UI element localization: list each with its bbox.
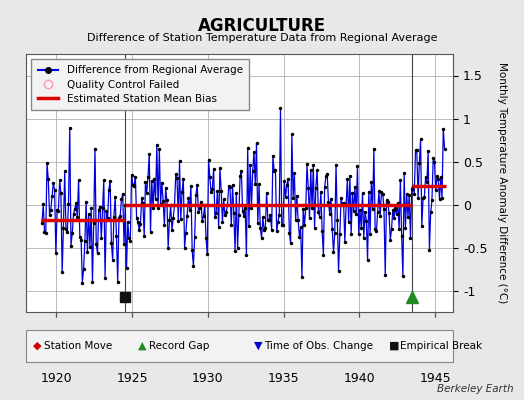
Text: $▼$: $▼$	[253, 340, 263, 352]
Text: 1945: 1945	[419, 372, 451, 384]
Text: Empirical Break: Empirical Break	[400, 341, 483, 351]
Text: Berkeley Earth: Berkeley Earth	[437, 384, 514, 394]
Text: $▲$: $▲$	[137, 340, 148, 352]
Text: Station Move: Station Move	[44, 341, 112, 351]
Text: 1925: 1925	[116, 372, 148, 384]
Text: 1940: 1940	[344, 372, 375, 384]
Legend: Difference from Regional Average, Quality Control Failed, Estimated Station Mean: Difference from Regional Average, Qualit…	[31, 59, 249, 110]
Text: $■$: $■$	[388, 340, 400, 352]
Text: AGRICULTURE: AGRICULTURE	[198, 17, 326, 35]
Text: Record Gap: Record Gap	[149, 341, 209, 351]
Text: 1935: 1935	[268, 372, 299, 384]
Text: Difference of Station Temperature Data from Regional Average: Difference of Station Temperature Data f…	[87, 33, 437, 43]
Text: $◆$: $◆$	[32, 340, 43, 352]
Text: 1930: 1930	[192, 372, 224, 384]
Text: 1920: 1920	[41, 372, 72, 384]
Text: Time of Obs. Change: Time of Obs. Change	[264, 341, 373, 351]
Y-axis label: Monthly Temperature Anomaly Difference (°C): Monthly Temperature Anomaly Difference (…	[497, 62, 507, 304]
